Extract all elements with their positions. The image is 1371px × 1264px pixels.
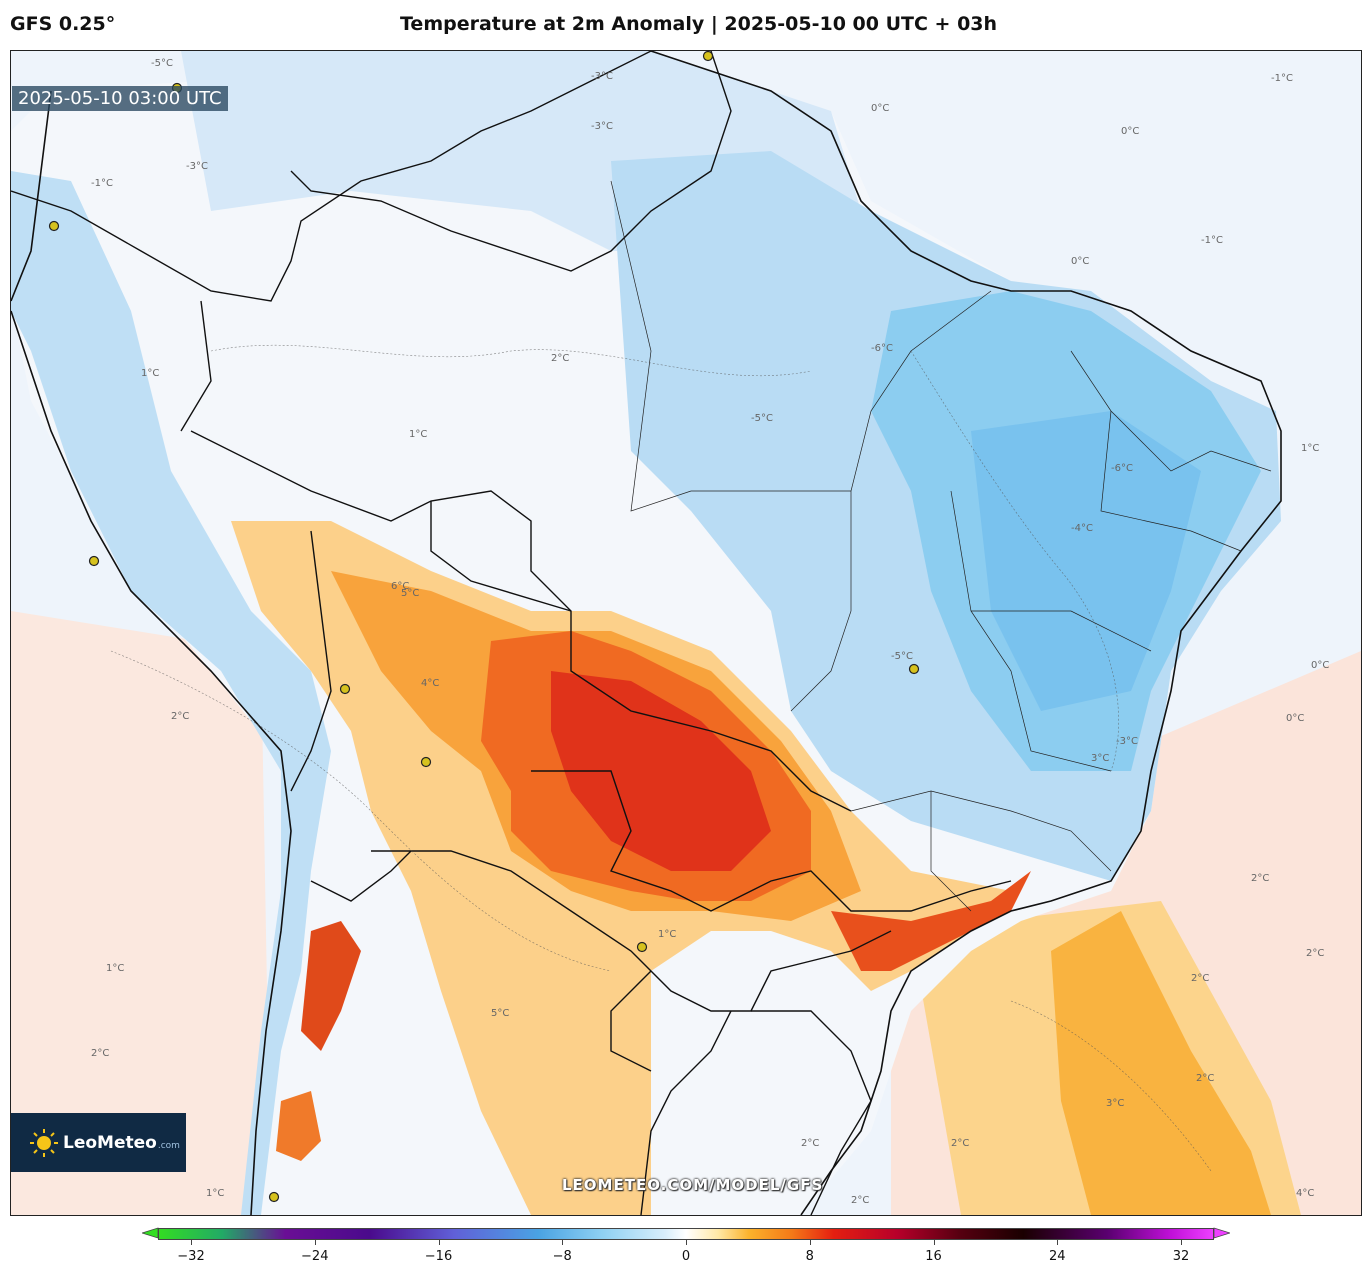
- colorbar-tick-label: 8: [805, 1249, 814, 1264]
- sun-icon: [30, 1128, 58, 1157]
- contour-label: 0°C: [1311, 660, 1329, 671]
- central-very-hot-core: [551, 671, 771, 871]
- coastline: [11, 51, 1282, 1215]
- contour-label: 0°C: [1071, 256, 1089, 267]
- contour-label: -6°C: [871, 343, 893, 354]
- colorbar-tick-label: 16: [925, 1249, 942, 1264]
- contour-label: 0°C: [1121, 126, 1139, 137]
- atlantic-warm-core: [1051, 911, 1271, 1215]
- contour-label: -5°C: [151, 58, 173, 69]
- city-marker: [48, 220, 60, 232]
- contour-label: 3°C: [1091, 753, 1109, 764]
- contour-label: -3°C: [591, 121, 613, 132]
- colorbar-gradient: [158, 1228, 1214, 1240]
- colorbar-tick-mark: [438, 1240, 440, 1245]
- colorbar-tick-label: 32: [1172, 1249, 1190, 1264]
- contour-label: 2°C: [171, 711, 189, 722]
- colorbar-tick-mark: [562, 1240, 564, 1245]
- contour-label: 0°C: [1286, 713, 1304, 724]
- contour-label: 5°C: [401, 588, 419, 599]
- city-marker: [702, 51, 714, 62]
- contour-label: 0°C: [871, 103, 889, 114]
- colorbar-tick-mark: [686, 1240, 687, 1245]
- pacific-warm-region: [11, 611, 271, 1215]
- colorbar-tick-mark: [809, 1240, 811, 1245]
- country-borders: [11, 51, 1012, 1215]
- watermark[interactable]: LEOMETEO.COM/MODEL/GFS: [562, 1176, 824, 1194]
- contour-label: 1°C: [106, 963, 124, 974]
- model-label: GFS 0.25°: [10, 13, 116, 35]
- colorbar-tick-label: 24: [1048, 1249, 1066, 1264]
- anomaly-map[interactable]: -5°C -3°C -3°C -1°C -6°C -4°C -5°C -6°C …: [10, 50, 1362, 1216]
- contour-label: -1°C: [1271, 73, 1293, 84]
- colorbar-tick-mark: [314, 1240, 316, 1245]
- contour-label: 4°C: [421, 678, 439, 689]
- leometeo-logo[interactable]: LeoMeteo .com: [11, 1113, 186, 1172]
- logo-text: LeoMeteo: [63, 1132, 157, 1153]
- colorbar-tick-mark: [191, 1240, 192, 1245]
- colorbar-tick-label: −8: [552, 1249, 572, 1264]
- contour-label: 2°C: [851, 1195, 869, 1206]
- colorbar-tick-mark: [933, 1240, 935, 1245]
- contour-label: 2°C: [951, 1138, 969, 1149]
- contour-label: -3°C: [591, 71, 613, 82]
- contour-label: -5°C: [891, 651, 913, 662]
- logo-suffix: .com: [157, 1140, 180, 1151]
- contour-label: -3°C: [186, 161, 208, 172]
- city-marker: [268, 1191, 280, 1203]
- contour-label: -1°C: [91, 178, 113, 189]
- contour-label: -6°C: [1111, 463, 1133, 474]
- valid-time-label: 2025-05-10 03:00 UTC: [12, 86, 228, 111]
- city-marker: [420, 756, 432, 768]
- contour-label: 2°C: [1191, 973, 1209, 984]
- colorbar-tick-mark: [1057, 1240, 1059, 1245]
- colorbar-tick-label: 0: [681, 1249, 691, 1264]
- contour-label: 3°C: [1106, 1098, 1124, 1109]
- contour-label: -3°C: [1116, 736, 1138, 747]
- contour-label: 6°C: [391, 581, 409, 592]
- state-borders: [610, 180, 1272, 912]
- contour-label: 2°C: [801, 1138, 819, 1149]
- contour-label: 1°C: [141, 368, 159, 379]
- city-marker: [636, 941, 648, 953]
- contour-label: -4°C: [1071, 523, 1093, 534]
- contour-label: 1°C: [206, 1188, 224, 1199]
- contour-lines: [110, 344, 1212, 1172]
- chart-title: Temperature at 2m Anomaly | 2025-05-10 0…: [400, 13, 998, 35]
- andes-hot-pocket: [301, 921, 361, 1051]
- contour-label: 2°C: [91, 1048, 109, 1059]
- south-coast-hot-band: [831, 871, 1031, 971]
- colorbar-tick-mark: [1181, 1240, 1182, 1245]
- east-core-cool: [971, 411, 1201, 711]
- contour-label: -1°C: [1201, 235, 1223, 246]
- contour-label: 5°C: [491, 1008, 509, 1019]
- colorbar: [142, 1226, 1230, 1240]
- city-marker: [908, 663, 920, 675]
- contour-label: 2°C: [1306, 948, 1324, 959]
- contour-label: -5°C: [751, 413, 773, 424]
- city-marker: [339, 683, 351, 695]
- contour-label: 4°C: [1296, 1188, 1314, 1199]
- contour-label: 2°C: [1196, 1073, 1214, 1084]
- contour-label: 1°C: [409, 429, 427, 440]
- colorbar-tick-label: −16: [424, 1249, 453, 1264]
- map-canvas: -5°C -3°C -3°C -1°C -6°C -4°C -5°C -6°C …: [11, 51, 1361, 1215]
- andes-cool-strip: [11, 171, 331, 1215]
- contour-label: 1°C: [1301, 443, 1319, 454]
- contour-label: 2°C: [551, 353, 569, 364]
- contour-label: 1°C: [658, 929, 676, 940]
- city-marker: [88, 555, 100, 567]
- colorbar-tick-label: −32: [177, 1249, 205, 1264]
- colorbar-tick-label: −24: [301, 1249, 329, 1264]
- contour-label: 2°C: [1251, 873, 1269, 884]
- andes-warm-pocket: [276, 1091, 321, 1161]
- contour-label-group: -5°C -3°C -3°C -1°C -6°C -4°C -5°C -6°C …: [91, 58, 1329, 1206]
